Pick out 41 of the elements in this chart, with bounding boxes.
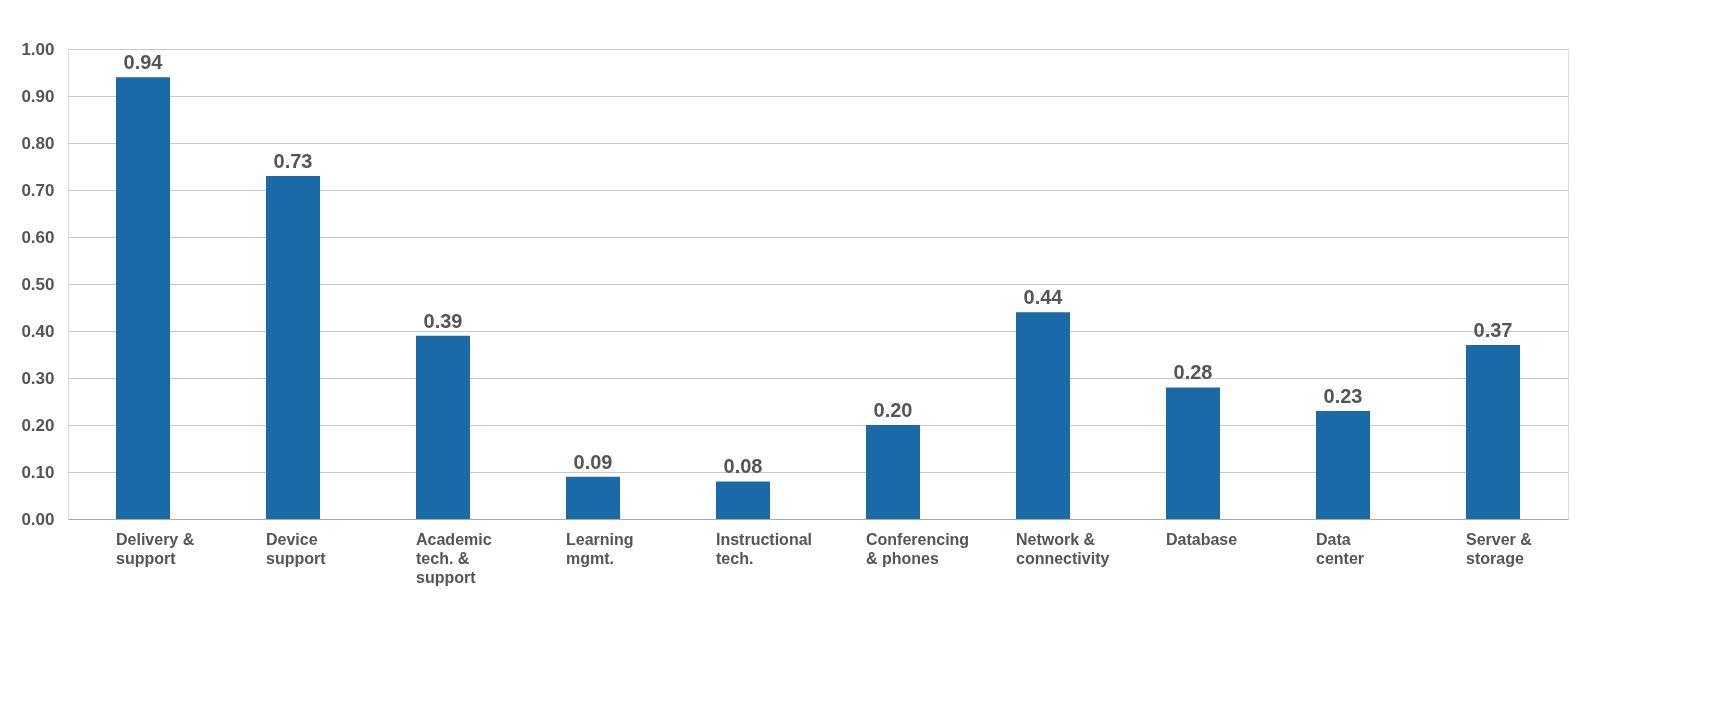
y-tick-label: 0.50 [21,274,55,294]
data-label: 0.23 [1323,384,1363,407]
data-label: 0.73 [273,149,313,172]
bar [1316,410,1370,519]
x-tick-label: Learning mgmt. [566,530,634,567]
bar [116,77,170,519]
bar [716,481,770,519]
y-tick-label: 0.60 [21,227,55,247]
bar [1016,312,1070,519]
data-label: 0.39 [423,309,463,332]
y-tick-label: 0.30 [21,368,55,388]
y-tick-label: 0.40 [21,321,55,341]
x-tick-label: Conferencing & phones [866,530,970,567]
y-tick-label: 0.80 [21,133,55,153]
data-label: 0.08 [723,455,763,478]
x-tick-label: Device support [266,530,327,567]
data-label: 0.37 [1473,319,1513,342]
data-label: 0.28 [1173,361,1213,384]
x-tick-label: Network & connectivity [1016,530,1110,567]
y-tick-label: 0.00 [21,509,55,529]
bar [416,335,470,519]
bar [1466,345,1520,519]
x-tick-label: Database [1166,530,1238,548]
y-tick-label: 0.20 [21,415,55,435]
data-label: 0.09 [573,450,613,473]
x-tick-label: Academic tech. & support [416,530,492,586]
x-tick-label: Delivery & support [116,530,195,567]
data-label: 0.44 [1023,286,1064,309]
y-tick-label: 0.10 [21,462,55,482]
y-tick-label: 1.00 [21,39,55,59]
bar [566,476,620,519]
bar [1166,387,1220,519]
data-label: 0.20 [873,399,913,421]
y-tick-label: 0.90 [21,86,55,106]
x-tick-label: Data center [1316,530,1365,567]
x-tick-label: Instructional tech. [716,530,813,567]
data-label: 0.94 [123,51,164,74]
bar [866,425,920,519]
bar [266,175,320,519]
y-tick-label: 0.70 [21,180,55,200]
x-tick-label: Server & storage [1466,530,1533,567]
